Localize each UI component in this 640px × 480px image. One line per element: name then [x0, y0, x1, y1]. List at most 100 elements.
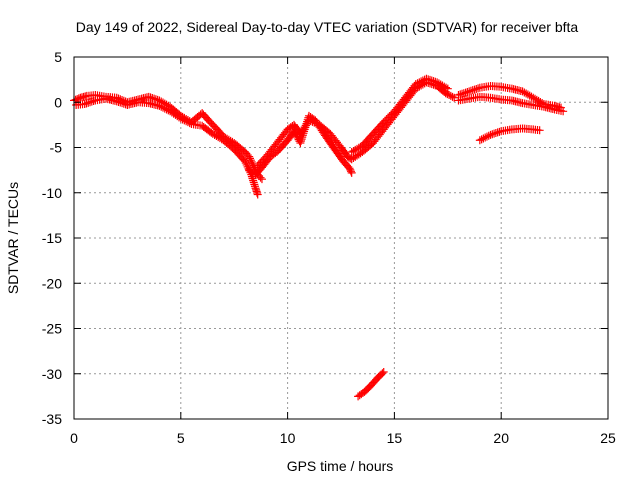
data-point	[114, 97, 123, 106]
data-point	[495, 127, 504, 136]
data-point	[491, 129, 500, 138]
x-axis-title: GPS time / hours	[287, 458, 394, 474]
data-point	[431, 77, 440, 86]
data-point	[481, 133, 490, 142]
y-tick-label: 0	[54, 94, 62, 110]
data-point	[442, 83, 451, 92]
data-point	[89, 97, 98, 106]
data-point	[116, 98, 125, 107]
data-point	[183, 118, 192, 127]
data-point	[86, 98, 95, 107]
series-arc-7	[454, 92, 568, 116]
data-point	[446, 91, 455, 100]
y-tick-label: -35	[42, 411, 62, 427]
data-point	[180, 116, 189, 125]
data-point	[80, 100, 89, 109]
data-point	[249, 178, 258, 187]
data-point	[463, 87, 472, 96]
data-point	[484, 131, 493, 140]
data-point	[182, 117, 191, 126]
data-point	[257, 175, 266, 184]
data-point	[378, 369, 387, 378]
data-point	[176, 114, 185, 123]
data-point	[155, 101, 164, 110]
data-point	[245, 152, 254, 161]
tick-labels: 0 5 10 15 20 25 5 0 -5 -10 -15 -20 -25 -30 -35	[42, 49, 616, 446]
y-axis-title: SDTVAR / TECUs	[5, 182, 21, 294]
data-point	[413, 79, 422, 88]
data-point	[459, 89, 468, 98]
data-point	[559, 107, 568, 116]
data-point	[256, 173, 265, 182]
series-arc-8	[475, 124, 544, 145]
data-point	[249, 176, 258, 185]
data-point	[253, 190, 262, 199]
data-point	[379, 367, 388, 376]
data-point	[490, 129, 499, 138]
data-point	[488, 130, 497, 139]
data-point	[240, 157, 249, 166]
chart-title: Day 149 of 2022, Sidereal Day-to-day VTE…	[76, 19, 579, 35]
data-point	[477, 135, 486, 144]
data-point	[468, 86, 477, 95]
data-point	[472, 84, 481, 93]
data-point	[493, 128, 502, 137]
data-point	[87, 97, 96, 106]
data-point	[482, 132, 491, 141]
data-point	[242, 160, 251, 169]
series-arc-1	[70, 91, 266, 184]
x-tick-label: 15	[387, 430, 403, 446]
y-tick-label: -15	[42, 230, 62, 246]
data-point	[448, 92, 457, 101]
series-arc-5	[347, 74, 452, 157]
data-point	[312, 119, 321, 128]
series-arc-2	[72, 94, 262, 199]
y-tick-label: -30	[42, 366, 62, 382]
data-point	[475, 136, 484, 145]
data-point	[427, 76, 436, 85]
data-point	[112, 97, 121, 106]
data-point	[466, 86, 475, 95]
data-point	[118, 99, 127, 108]
data-point	[159, 103, 167, 112]
series-arc-4	[253, 78, 459, 170]
x-tick-label: 25	[600, 430, 616, 446]
y-tick-label: -20	[42, 275, 62, 291]
data-point	[411, 80, 420, 89]
data-point	[82, 99, 91, 108]
data-point	[246, 156, 255, 165]
y-tick-label: -5	[50, 140, 63, 156]
data-point	[246, 154, 255, 163]
data-point	[479, 134, 488, 143]
data-point	[306, 117, 315, 126]
x-tick-label: 10	[280, 430, 296, 446]
data-point	[470, 85, 479, 94]
data-point	[486, 130, 495, 139]
data-point	[84, 98, 93, 107]
data-point	[426, 75, 434, 84]
data-point	[450, 93, 459, 102]
y-tick-label: 5	[54, 49, 62, 65]
data-point	[418, 76, 427, 85]
data-point	[347, 168, 356, 177]
data-point	[424, 75, 433, 84]
x-tick-label: 0	[70, 430, 78, 446]
data-point	[162, 105, 171, 114]
data-point	[461, 88, 470, 97]
data-point	[417, 77, 426, 86]
data-point	[160, 104, 169, 113]
data-point	[445, 91, 454, 100]
data-point	[429, 77, 438, 86]
data-point	[297, 137, 306, 146]
x-tick-label: 20	[493, 430, 509, 446]
series-layer	[70, 74, 568, 401]
data-point	[250, 182, 259, 191]
y-tick-label: -10	[42, 185, 62, 201]
data-point	[296, 138, 305, 147]
data-point	[346, 167, 355, 176]
data-point	[178, 115, 187, 124]
data-point	[458, 89, 467, 98]
data-point	[297, 135, 306, 144]
data-point	[304, 116, 313, 125]
data-point	[119, 99, 128, 108]
